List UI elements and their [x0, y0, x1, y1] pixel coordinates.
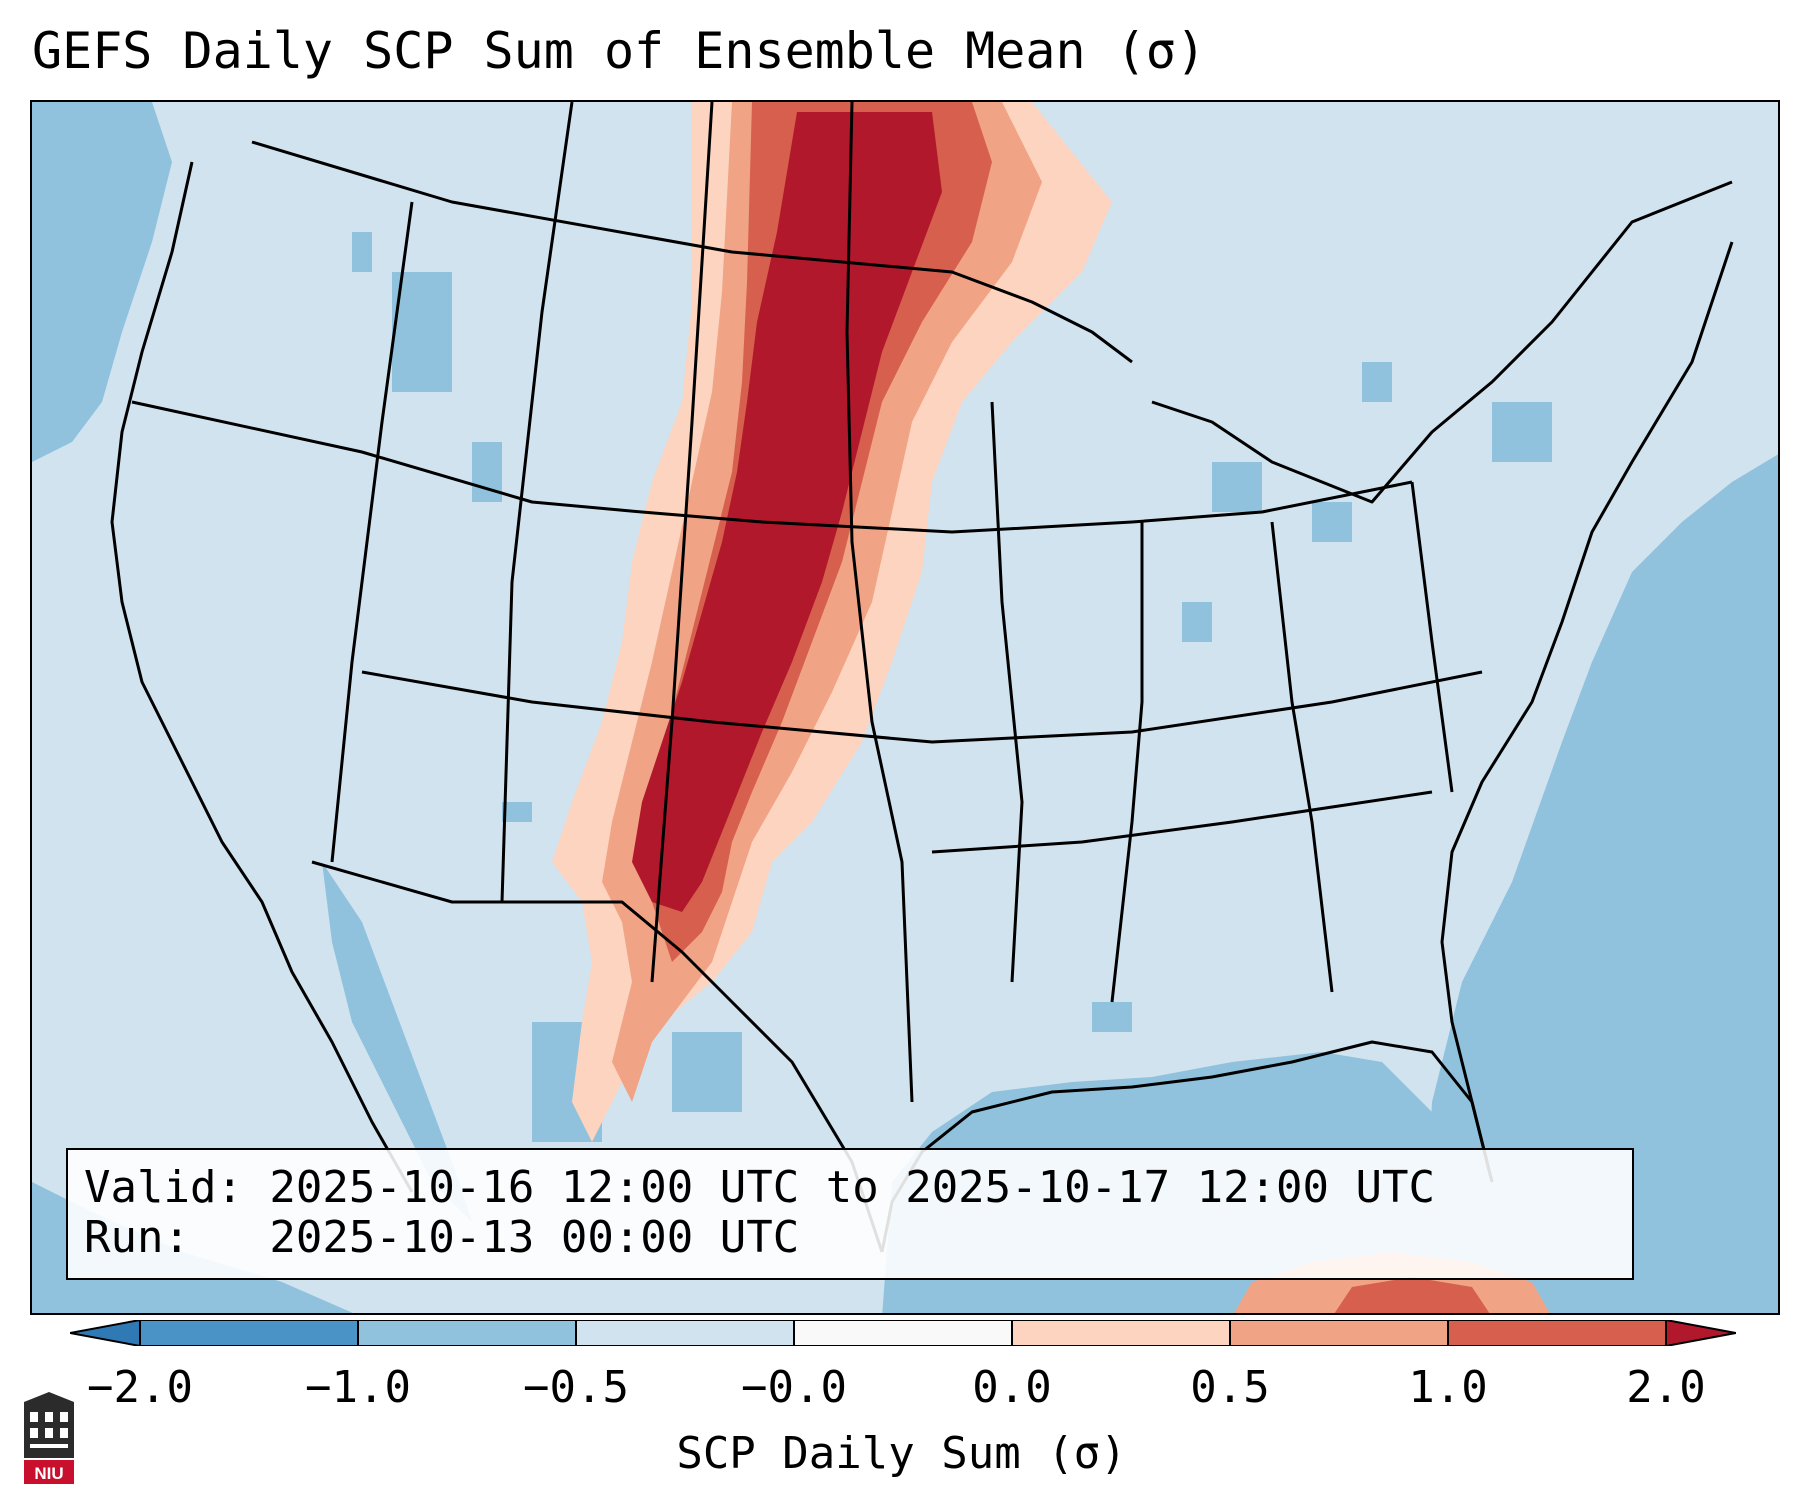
colorbar-tick-label: 0.5	[1190, 1362, 1270, 1413]
colorbar-bin	[1448, 1320, 1667, 1346]
colorbar-extend-low	[70, 1320, 140, 1346]
cuba-anomaly-core	[1334, 1277, 1490, 1313]
niu-logo-text: NIU	[34, 1464, 63, 1483]
colorbar-bin	[140, 1320, 359, 1346]
atlantic-ocean	[1422, 454, 1778, 1313]
colorbar-bin	[1012, 1320, 1231, 1346]
anomaly-level-peak	[632, 112, 942, 912]
lat-line-2	[361, 670, 1483, 744]
pacific-ocean-north	[32, 102, 172, 462]
baja-gulf	[322, 862, 472, 1222]
colorbar-tick-label: −0.5	[523, 1362, 629, 1413]
meridian-4	[845, 102, 914, 1103]
mexico-border	[311, 860, 884, 1253]
colorbar-title: SCP Daily Sum (σ)	[676, 1428, 1127, 1479]
great-lakes	[1151, 180, 1733, 504]
meridian-1	[330, 201, 414, 863]
colorbar	[70, 1320, 1736, 1346]
meridian-5	[990, 401, 1024, 983]
colorbar-bin	[794, 1320, 1013, 1346]
colorbar-bin	[576, 1320, 795, 1346]
colorbar-bin	[358, 1320, 577, 1346]
east-coast	[1440, 241, 1734, 1183]
colorbar-tick-label: 1.0	[1408, 1362, 1488, 1413]
colorbar-bin	[1230, 1320, 1449, 1346]
lat-line-3	[931, 790, 1433, 854]
colorbar-tick-label: 2.0	[1626, 1362, 1706, 1413]
map-svg	[32, 102, 1778, 1313]
colorbar-tick-label: −1.0	[305, 1362, 411, 1413]
meridian-3	[650, 102, 714, 983]
canada-border	[251, 140, 1133, 364]
pacific-ocean-south	[32, 1182, 353, 1313]
niu-logo: NIU	[24, 1392, 74, 1484]
map-panel	[30, 100, 1780, 1315]
valid-time-box: Valid: 2025-10-16 12:00 UTC to 2025-10-1…	[66, 1148, 1634, 1280]
lat-line-1	[131, 400, 1413, 534]
valid-line: Valid: 2025-10-16 12:00 UTC to 2025-10-1…	[84, 1162, 1436, 1213]
colorbar-tick-label: −2.0	[87, 1362, 193, 1413]
meridian-7	[1270, 521, 1334, 993]
positive-anomaly-swath	[552, 102, 1550, 1313]
meridian-6	[1110, 522, 1144, 1003]
run-line: Run: 2025-10-13 00:00 UTC	[84, 1212, 800, 1263]
negative-anomaly-patches	[352, 232, 1552, 1142]
meridian-2	[500, 102, 574, 903]
colorbar-extend-high	[1666, 1320, 1736, 1346]
meridian-8	[1410, 481, 1454, 793]
coastline-west	[110, 161, 414, 1193]
colorbar-tick-label: 0.0	[972, 1362, 1052, 1413]
state-boundaries	[110, 102, 1734, 1253]
chart-title: GEFS Daily SCP Sum of Ensemble Mean (σ)	[32, 22, 1206, 80]
colorbar-tick-label: −0.0	[741, 1362, 847, 1413]
